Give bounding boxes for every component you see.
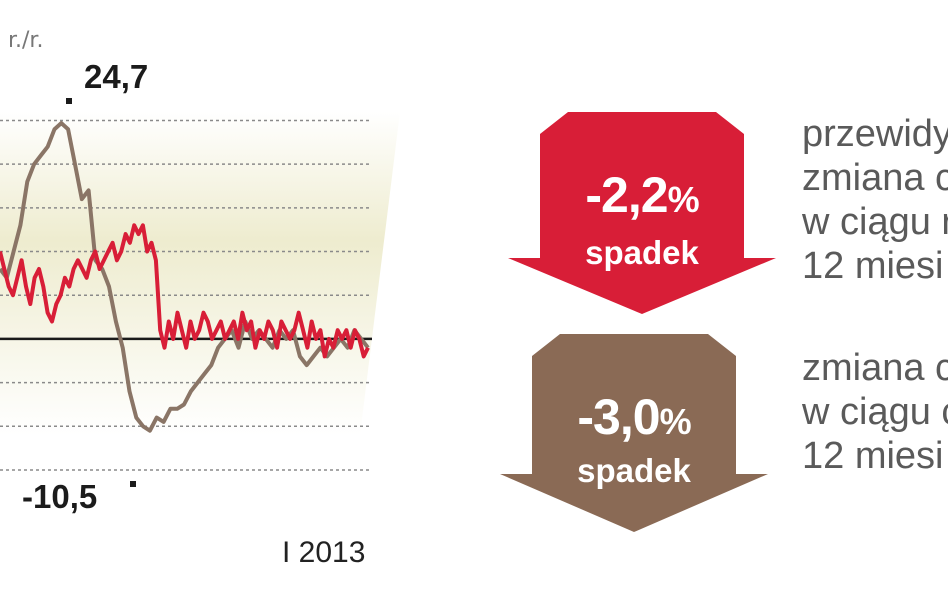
down-arrow-icon — [500, 334, 768, 532]
desc-line: 12 miesi — [802, 435, 944, 477]
x-end-label: I 2013 — [282, 536, 366, 569]
actual-change-label: spadek — [577, 452, 691, 489]
line-chart: r./r. 24,7 -10,5 I 2013 — [0, 0, 400, 593]
actual-change-indicator: -3,0% spadek — [500, 334, 768, 532]
actual-change-description: zmiana c w ciągu c 12 miesi — [802, 346, 948, 478]
percent-sign: % — [659, 401, 692, 442]
forecast-change-indicator: -2,2% spadek — [508, 112, 776, 314]
actual-change-number: -3,0 — [577, 389, 660, 445]
chart-background-band — [0, 111, 400, 436]
forecast-change-number: -2,2 — [585, 167, 668, 223]
max-marker — [66, 98, 72, 104]
desc-line: przewidy — [802, 113, 948, 155]
forecast-change-description: przewidy zmiana c w ciągu r 12 miesi — [802, 112, 948, 288]
chart-svg — [0, 98, 400, 487]
down-arrow-icon — [508, 112, 776, 314]
actual-change-value: -3,0% — [500, 388, 768, 446]
min-marker — [130, 481, 136, 487]
series-line-brown — [0, 121, 370, 433]
y-unit-label: r./r. — [8, 28, 44, 53]
series-line-red — [0, 223, 370, 359]
desc-line: zmiana c — [802, 347, 948, 389]
desc-line: 12 miesi — [802, 245, 944, 287]
forecast-change-label: spadek — [585, 234, 699, 271]
desc-line: zmiana c — [802, 157, 948, 199]
min-annotation: -10,5 — [22, 478, 98, 515]
percent-sign: % — [667, 179, 700, 220]
max-annotation: 24,7 — [84, 58, 149, 95]
forecast-change-value: -2,2% — [508, 166, 776, 224]
desc-line: w ciągu r — [802, 201, 948, 243]
desc-line: w ciągu c — [802, 391, 948, 433]
